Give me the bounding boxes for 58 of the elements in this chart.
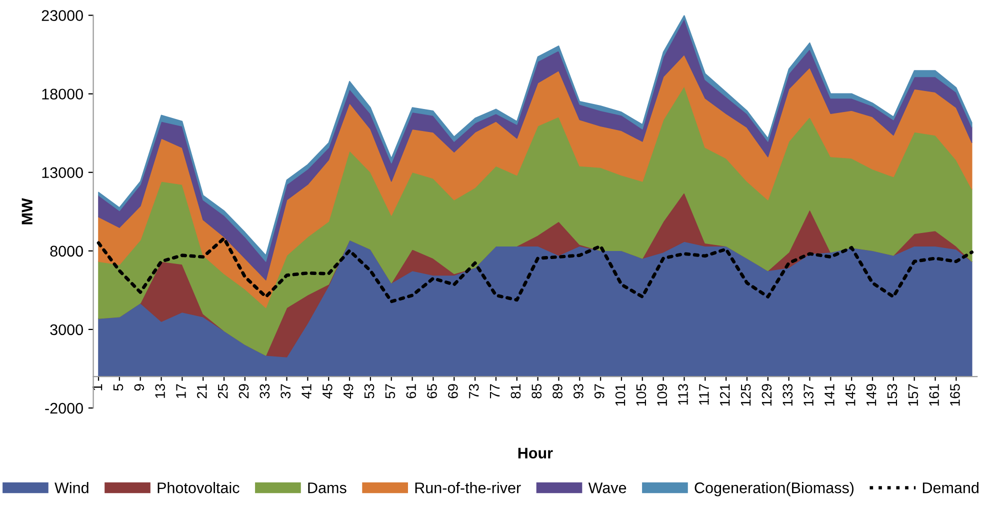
x-tick-label: 129: [762, 384, 772, 406]
x-tick-label: 77: [490, 384, 500, 398]
x-tick-label: 17: [176, 384, 186, 398]
x-tick-label: 73: [468, 384, 479, 398]
legend-label: Demand: [922, 482, 978, 494]
y-tick-label: 23000: [42, 10, 83, 21]
x-tick-label: 53: [364, 384, 374, 398]
x-tick-label: 137: [804, 384, 814, 406]
legend-label: Run-of-the-river: [415, 482, 521, 494]
x-tick-label: 105: [636, 384, 646, 406]
y-tick-label: -2000: [45, 402, 83, 414]
x-tick-label: 65: [427, 384, 437, 398]
x-tick-label: 61: [406, 384, 416, 398]
x-tick-label: 141: [824, 384, 834, 406]
legend-label: Dams: [308, 482, 346, 494]
line-series: [96, 236, 974, 304]
legend-label: Cogeneration(Biomass): [694, 482, 854, 496]
y-tick-label: 8000: [50, 246, 83, 257]
legend-label: Photovoltaic: [158, 482, 240, 494]
x-tick-label: 21: [197, 384, 207, 398]
legend-label: Wave: [588, 482, 626, 494]
x-tick-label: 81: [510, 384, 521, 398]
x-tick-label: 33: [260, 384, 270, 398]
x-tick-label: 45: [322, 384, 332, 399]
x-tick-label: 9: [134, 384, 144, 391]
x-tick-label: 1: [92, 384, 102, 390]
y-tick-label: 3000: [50, 324, 83, 336]
x-tick-label: 149: [866, 384, 876, 406]
x-tick-label: 69: [448, 384, 458, 398]
x-tick-label: 5: [113, 384, 124, 391]
x-tick-label: 41: [302, 384, 312, 399]
x-tick-label: 165: [950, 384, 960, 406]
x-tick-label: 37: [280, 384, 291, 398]
x-tick-label: 133: [782, 384, 793, 406]
x-tick-label: 157: [908, 384, 918, 406]
x-tick-label: 29: [238, 384, 249, 398]
x-tick-label: 97: [594, 384, 604, 398]
x-tick-label: 85: [532, 384, 542, 398]
x-tick-label: 121: [720, 384, 730, 406]
x-tick-label: 101: [615, 384, 626, 406]
legend-label: Wind: [54, 482, 88, 494]
x-tick-label: 125: [740, 384, 751, 406]
x-tick-label: 13: [155, 384, 166, 398]
x-tick-label: 109: [657, 384, 668, 406]
x-tick-label: 25: [218, 384, 228, 398]
x-tick-label: 117: [699, 384, 709, 405]
x-tick-label: 145: [846, 384, 856, 406]
x-tick-label: 161: [929, 384, 939, 406]
x-tick-label: 93: [574, 384, 584, 398]
y-tick-label: 13000: [42, 167, 83, 178]
y-tick-label: 18000: [42, 88, 83, 100]
x-tick-label: 49: [343, 384, 354, 399]
x-tick-label: 89: [552, 384, 562, 398]
y-axis-title: MW: [22, 198, 32, 224]
x-tick-label: 57: [385, 384, 396, 398]
x-tick-label: 113: [678, 384, 688, 405]
x-axis-title: Hour: [518, 448, 553, 458]
x-tick-label: 153: [887, 384, 898, 406]
